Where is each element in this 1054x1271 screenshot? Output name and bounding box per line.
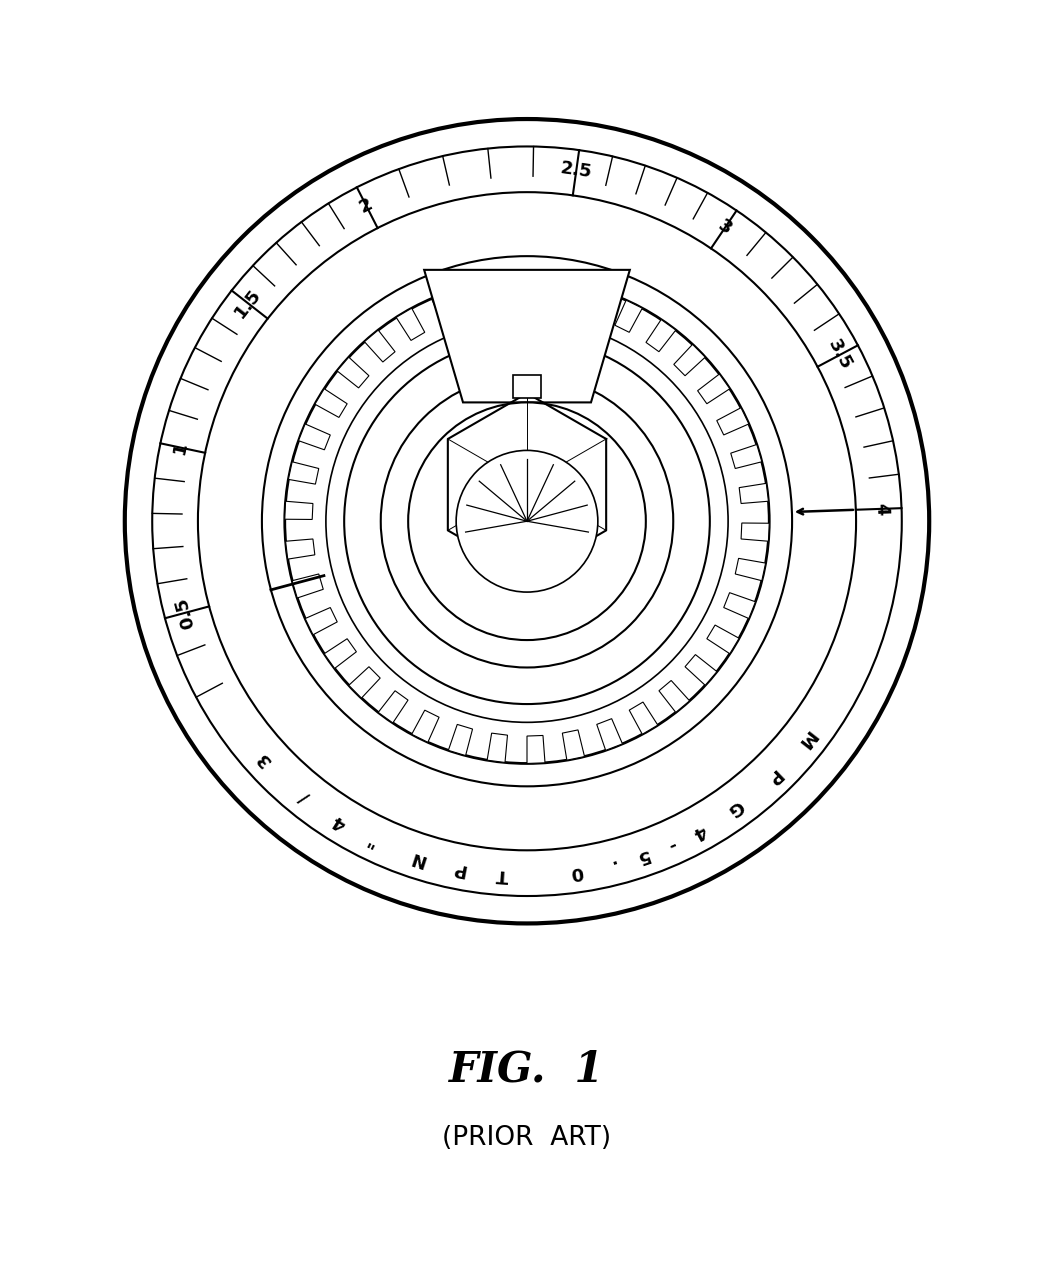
Text: FIG.  1: FIG. 1 [449, 1049, 605, 1091]
Text: /: / [296, 788, 312, 806]
Polygon shape [547, 280, 567, 309]
Text: 2: 2 [356, 194, 376, 216]
Polygon shape [707, 625, 739, 653]
Circle shape [198, 192, 856, 850]
Polygon shape [349, 667, 380, 698]
Polygon shape [563, 730, 585, 760]
Circle shape [345, 338, 709, 704]
Polygon shape [527, 736, 545, 764]
Polygon shape [487, 733, 507, 763]
Text: 5: 5 [633, 845, 651, 867]
Text: ": " [364, 830, 379, 850]
Circle shape [456, 450, 598, 592]
Text: M: M [794, 727, 819, 752]
Polygon shape [717, 408, 748, 435]
Text: P: P [762, 765, 784, 787]
Polygon shape [396, 308, 425, 341]
Circle shape [261, 257, 793, 787]
Text: G: G [724, 796, 746, 820]
Text: 4: 4 [689, 820, 708, 841]
Polygon shape [646, 319, 676, 352]
Text: 1: 1 [171, 440, 191, 455]
Polygon shape [724, 592, 756, 619]
Polygon shape [582, 287, 606, 318]
Polygon shape [685, 655, 717, 685]
Polygon shape [424, 269, 630, 403]
Polygon shape [730, 445, 762, 469]
Polygon shape [741, 522, 769, 541]
Text: 4: 4 [872, 502, 891, 516]
Polygon shape [509, 280, 527, 308]
Polygon shape [315, 389, 347, 417]
Polygon shape [448, 724, 472, 755]
Polygon shape [292, 574, 324, 597]
Circle shape [124, 119, 930, 924]
Text: 0: 0 [569, 862, 584, 882]
Polygon shape [739, 483, 768, 503]
Polygon shape [289, 461, 318, 484]
Text: 0.5: 0.5 [172, 595, 198, 630]
Text: 1.5: 1.5 [231, 285, 265, 322]
Polygon shape [513, 375, 541, 398]
Text: 4: 4 [329, 811, 349, 833]
Text: 3: 3 [715, 216, 736, 239]
Polygon shape [736, 558, 765, 581]
Polygon shape [698, 374, 729, 404]
Polygon shape [306, 608, 337, 634]
Text: T: T [495, 866, 509, 885]
Text: -: - [664, 835, 678, 854]
Text: 3.5: 3.5 [824, 337, 855, 374]
Text: P: P [451, 859, 468, 880]
Polygon shape [659, 680, 689, 713]
Polygon shape [337, 357, 369, 388]
Polygon shape [378, 690, 408, 723]
Text: 2.5: 2.5 [560, 159, 593, 182]
Circle shape [408, 403, 646, 641]
Circle shape [285, 280, 769, 764]
Polygon shape [412, 710, 440, 742]
Polygon shape [469, 282, 491, 313]
Circle shape [380, 375, 674, 667]
Polygon shape [285, 501, 313, 520]
Polygon shape [298, 425, 330, 450]
Polygon shape [431, 292, 457, 324]
Text: .: . [607, 855, 619, 874]
Circle shape [326, 320, 728, 722]
Polygon shape [325, 639, 356, 669]
Polygon shape [614, 300, 642, 332]
Polygon shape [674, 344, 705, 376]
Text: 3: 3 [253, 747, 275, 769]
Polygon shape [365, 330, 395, 362]
Text: N: N [408, 848, 428, 869]
Polygon shape [286, 539, 315, 559]
Polygon shape [597, 718, 623, 750]
Polygon shape [629, 702, 658, 735]
Text: (PRIOR  ART): (PRIOR ART) [443, 1125, 611, 1152]
